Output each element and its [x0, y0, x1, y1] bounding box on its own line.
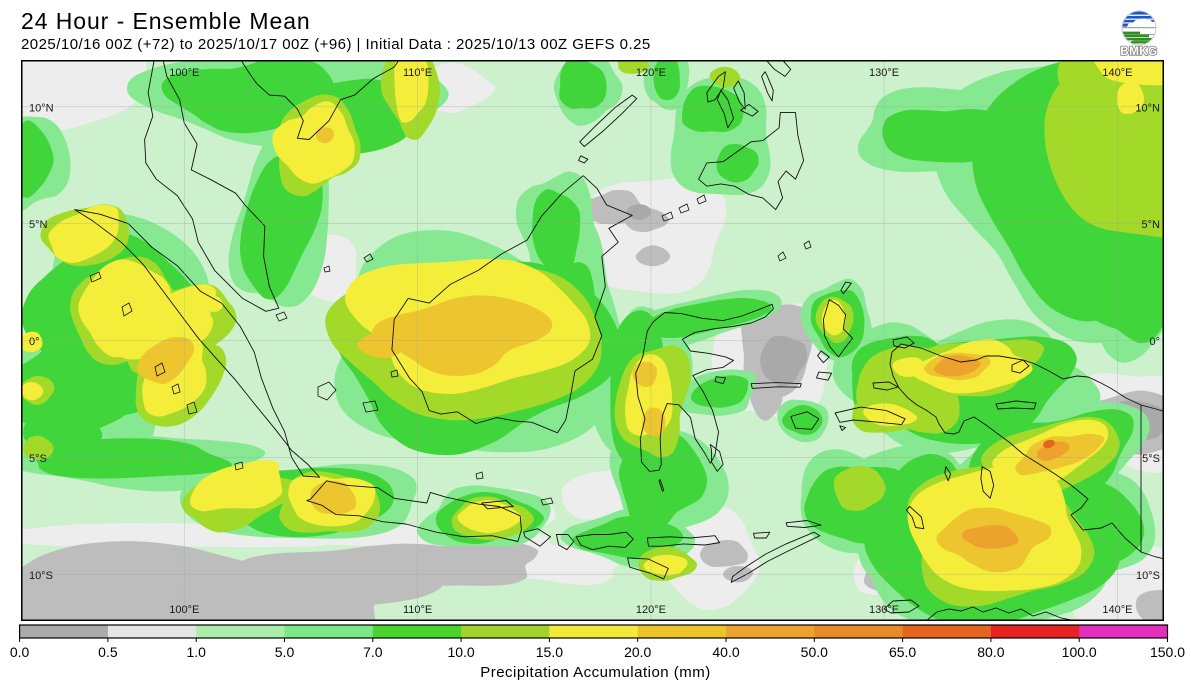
svg-text:80.0: 80.0: [977, 644, 1004, 660]
svg-text:140°E: 140°E: [1102, 67, 1132, 79]
svg-text:120°E: 120°E: [636, 67, 666, 79]
svg-text:5.0: 5.0: [275, 644, 295, 660]
svg-text:0.5: 0.5: [98, 644, 118, 660]
svg-text:1.0: 1.0: [186, 644, 206, 660]
svg-text:7.0: 7.0: [363, 644, 383, 660]
svg-text:10°S: 10°S: [29, 570, 53, 582]
svg-text:10.0: 10.0: [447, 644, 474, 660]
svg-text:130°E: 130°E: [869, 604, 899, 616]
svg-text:150.0: 150.0: [1150, 644, 1185, 660]
svg-text:65.0: 65.0: [889, 644, 916, 660]
svg-text:5°S: 5°S: [29, 453, 47, 465]
svg-text:120°E: 120°E: [636, 604, 666, 616]
svg-text:15.0: 15.0: [536, 644, 563, 660]
svg-text:5°N: 5°N: [29, 219, 48, 231]
svg-text:20.0: 20.0: [624, 644, 651, 660]
svg-text:10°N: 10°N: [29, 102, 54, 114]
svg-text:50.0: 50.0: [801, 644, 828, 660]
svg-text:100°E: 100°E: [169, 67, 199, 79]
svg-text:0°: 0°: [1149, 336, 1160, 348]
svg-text:5°N: 5°N: [1142, 219, 1161, 231]
svg-text:10°N: 10°N: [1135, 102, 1160, 114]
svg-text:140°E: 140°E: [1102, 604, 1132, 616]
svg-text:130°E: 130°E: [869, 67, 899, 79]
svg-text:10°S: 10°S: [1136, 570, 1160, 582]
svg-text:40.0: 40.0: [712, 644, 739, 660]
svg-text:0°: 0°: [29, 336, 40, 348]
svg-text:0.0: 0.0: [10, 644, 30, 660]
svg-text:BMKG: BMKG: [1120, 46, 1157, 58]
svg-text:110°E: 110°E: [403, 604, 432, 616]
svg-text:100°E: 100°E: [169, 604, 199, 616]
svg-text:110°E: 110°E: [403, 67, 432, 79]
svg-text:100.0: 100.0: [1062, 644, 1097, 660]
svg-text:5°S: 5°S: [1142, 453, 1160, 465]
